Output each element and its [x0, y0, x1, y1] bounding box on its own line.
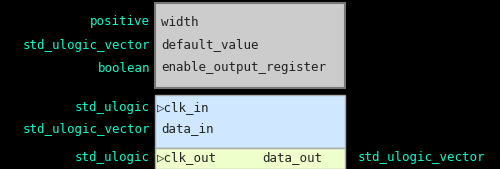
Text: width: width: [161, 16, 198, 29]
Text: positive: positive: [90, 16, 150, 29]
Text: std_ulogic_vector: std_ulogic_vector: [22, 123, 150, 136]
Text: ▷clk_in: ▷clk_in: [157, 102, 210, 115]
Text: std_ulogic_vector: std_ulogic_vector: [22, 39, 150, 52]
Text: ▷clk_out: ▷clk_out: [157, 151, 217, 164]
Bar: [155, 3, 345, 88]
Text: data_out: data_out: [262, 151, 322, 164]
Text: std_ulogic: std_ulogic: [75, 102, 150, 115]
Text: std_ulogic: std_ulogic: [75, 151, 150, 164]
Text: enable_output_register: enable_output_register: [161, 62, 326, 75]
Text: default_value: default_value: [161, 39, 258, 52]
Bar: [155, 95, 345, 148]
Text: data_in: data_in: [161, 123, 214, 136]
Text: boolean: boolean: [98, 62, 150, 75]
Bar: [155, 148, 345, 169]
Text: std_ulogic_vector: std_ulogic_vector: [358, 151, 486, 164]
